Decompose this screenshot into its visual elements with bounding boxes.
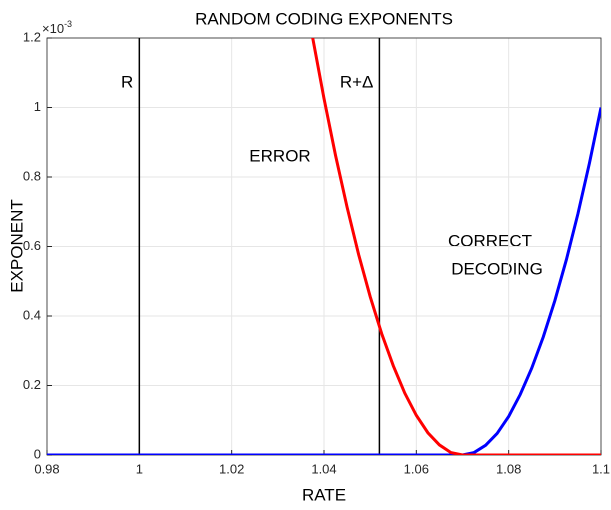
y-tick-label: 0.2 (23, 377, 41, 392)
y-tick-label: 0.6 (23, 238, 41, 253)
x-tick-label: 1.02 (219, 461, 244, 476)
series-line (311, 38, 601, 455)
y-tick-label: 0.8 (23, 168, 41, 183)
annotation: DECODING (451, 259, 543, 278)
x-axis-label: RATE (302, 485, 346, 504)
y-tick-label: 0.4 (23, 307, 41, 322)
chart-title: RANDOM CODING EXPONENTS (195, 9, 453, 28)
x-tick-label: 1.08 (496, 461, 521, 476)
y-tick-label: 1.2 (23, 29, 41, 44)
series-line (47, 107, 601, 455)
annotation: ERROR (249, 146, 310, 165)
y-tick-label: 0 (34, 446, 41, 461)
x-tick-label: 1 (136, 461, 143, 476)
x-tick-label: 1.1 (592, 461, 610, 476)
vertical-line-label: R+Δ (340, 72, 374, 91)
y-axis-label: EXPONENT (7, 199, 26, 293)
y-tick-label: 1 (34, 99, 41, 114)
multiplier-power: -3 (64, 19, 72, 29)
vertical-line-label: R (121, 72, 133, 91)
x-tick-label: 1.04 (311, 461, 336, 476)
annotation: CORRECT (448, 231, 532, 250)
multiplier-base: ×10 (42, 21, 64, 36)
plot-lines (47, 38, 601, 455)
x-tick-label: 1.06 (404, 461, 429, 476)
y-multiplier: ×10-3 (42, 19, 72, 36)
x-tick-label: 0.98 (34, 461, 59, 476)
